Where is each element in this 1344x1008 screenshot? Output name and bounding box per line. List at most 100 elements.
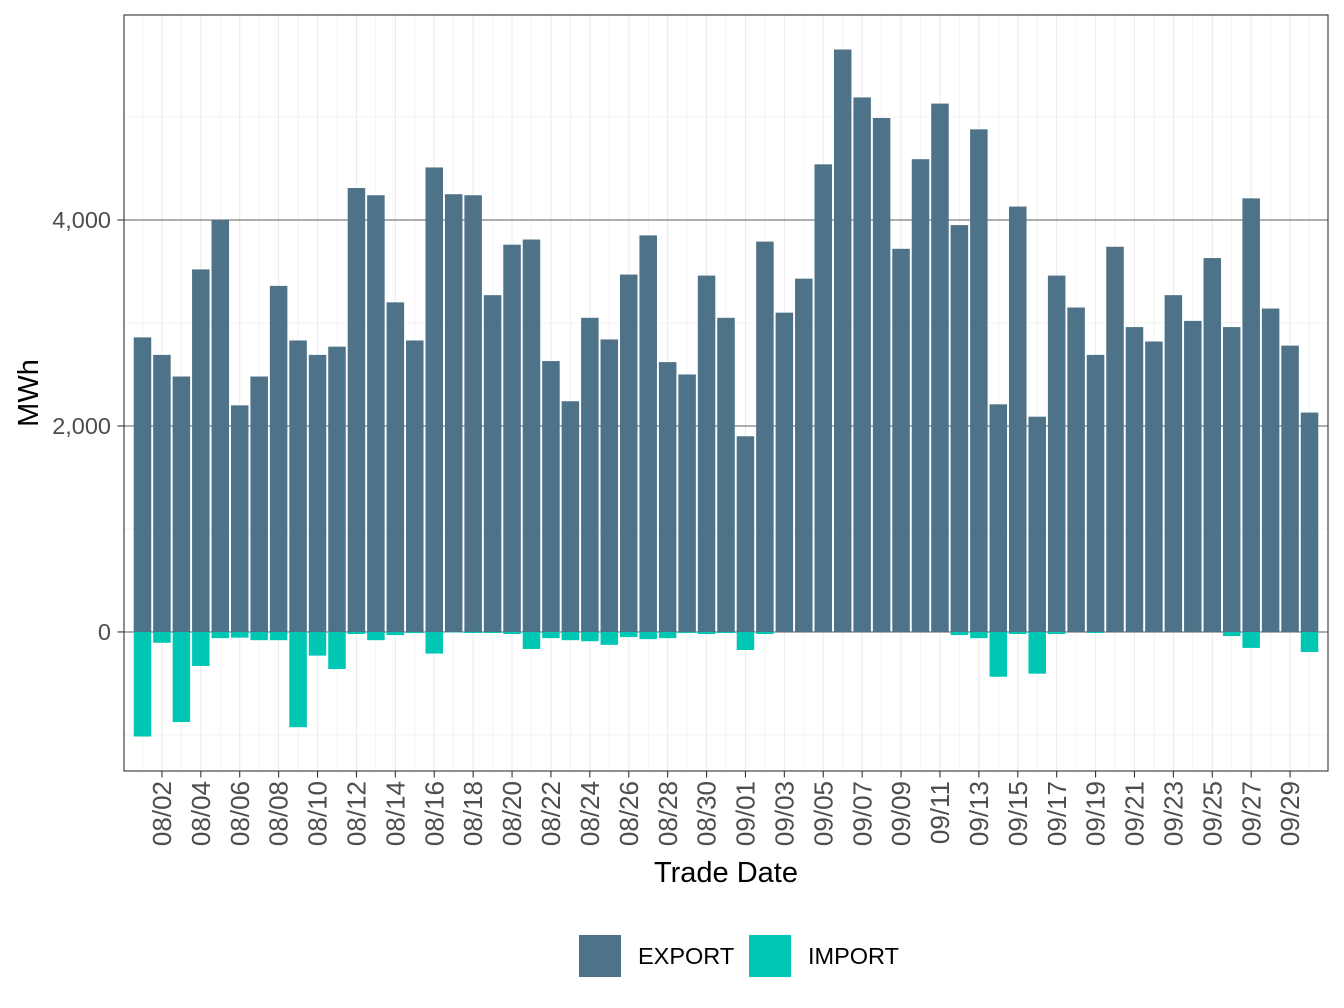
export-bar — [600, 339, 619, 632]
export-bar — [308, 354, 327, 632]
export-bar — [1184, 320, 1202, 632]
legend-key-export — [579, 935, 621, 977]
export-bar — [619, 274, 638, 632]
export-bar — [717, 317, 735, 632]
export-bar — [444, 194, 463, 632]
y-tick-label: 4,000 — [52, 207, 111, 233]
export-bar — [795, 278, 813, 632]
import-bar — [697, 631, 716, 635]
export-bar — [561, 401, 580, 632]
import-bar — [250, 631, 268, 641]
x-tick-label: 08/24 — [575, 781, 605, 846]
import-bar — [483, 631, 502, 633]
x-tick-label: 09/01 — [731, 781, 761, 846]
export-bar — [1009, 206, 1027, 632]
import-bar — [503, 631, 521, 635]
x-tick-label: 09/09 — [886, 781, 916, 846]
export-bar — [950, 225, 969, 632]
import-bar — [619, 631, 638, 638]
x-tick-label: 08/18 — [458, 781, 488, 846]
export-bar — [970, 129, 988, 632]
import-bar — [425, 631, 443, 654]
export-bar — [367, 195, 385, 632]
x-tick-label: 09/25 — [1197, 781, 1227, 846]
export-bar — [269, 285, 288, 632]
import-bar — [970, 631, 988, 639]
export-bar — [775, 312, 794, 632]
export-bar — [872, 117, 891, 632]
x-tick-label: 09/27 — [1236, 781, 1266, 846]
import-bar — [269, 631, 288, 641]
export-bar — [833, 49, 852, 632]
import-bar — [581, 631, 599, 642]
import-bar — [1047, 631, 1066, 635]
export-bar — [1145, 341, 1163, 632]
export-bar — [542, 361, 560, 632]
import-bar — [289, 631, 307, 728]
export-bar — [1222, 327, 1241, 632]
import-bar — [1222, 631, 1241, 637]
export-bar — [328, 346, 346, 632]
export-bar — [1028, 416, 1046, 632]
plot-panel-border — [123, 14, 1329, 772]
export-bar — [230, 405, 249, 632]
import-bar — [133, 631, 152, 737]
x-tick-label: 08/08 — [264, 781, 294, 846]
import-bar — [386, 631, 405, 636]
export-bar — [1203, 258, 1222, 632]
x-tick-label: 09/23 — [1158, 781, 1188, 846]
x-axis-title: Trade Date — [654, 857, 798, 889]
export-bar — [289, 340, 307, 632]
import-bar — [736, 631, 755, 650]
x-axis: 08/02 08/04 08/06 08/08 08/10 08/12 08/14 08/16… — [147, 771, 1305, 846]
import-bar — [522, 631, 541, 649]
import-bar — [328, 631, 346, 670]
import-bar — [542, 631, 560, 639]
import-bar — [230, 631, 249, 638]
legend-key-import — [749, 935, 791, 977]
export-bar — [639, 235, 657, 632]
x-tick-label: 09/17 — [1042, 781, 1072, 846]
import-bar — [989, 631, 1008, 677]
export-bar — [814, 164, 833, 632]
export-bar — [464, 195, 482, 632]
import-bar — [1300, 631, 1319, 653]
export-bar — [989, 404, 1008, 632]
export-bar — [192, 269, 210, 632]
export-bar — [911, 159, 930, 632]
x-tick-label: 09/19 — [1081, 781, 1111, 846]
export-bar — [736, 436, 755, 632]
export-bar — [133, 337, 152, 632]
legend: EXPORT IMPORT — [579, 935, 899, 977]
y-axis-title: MWh — [13, 359, 45, 427]
export-bar — [1300, 412, 1319, 632]
import-bar — [172, 631, 191, 723]
export-bar — [522, 239, 541, 632]
import-bar — [444, 631, 463, 633]
import-bar — [600, 631, 619, 645]
export-bar — [425, 167, 443, 632]
import-bar — [367, 631, 385, 641]
import-bar — [561, 631, 580, 641]
export-bar — [503, 244, 521, 632]
x-tick-label: 09/11 — [925, 781, 955, 844]
import-bar — [1009, 631, 1027, 635]
import-bar — [658, 631, 677, 639]
import-bar — [1028, 631, 1046, 674]
export-bar — [697, 275, 716, 632]
import-bar — [308, 631, 327, 656]
export-bar — [1261, 308, 1280, 632]
x-tick-label: 08/20 — [497, 781, 527, 846]
import-bar — [464, 631, 482, 633]
export-bar — [1164, 295, 1183, 632]
export-bar — [756, 241, 774, 632]
y-tick-label: 2,000 — [52, 413, 111, 439]
import-bar — [153, 631, 171, 643]
import-bar — [950, 631, 969, 636]
export-bar — [931, 103, 949, 632]
bars — [133, 49, 1319, 737]
x-tick-label: 08/06 — [225, 781, 255, 846]
import-bar — [406, 631, 424, 633]
x-tick-label: 08/22 — [536, 781, 566, 846]
